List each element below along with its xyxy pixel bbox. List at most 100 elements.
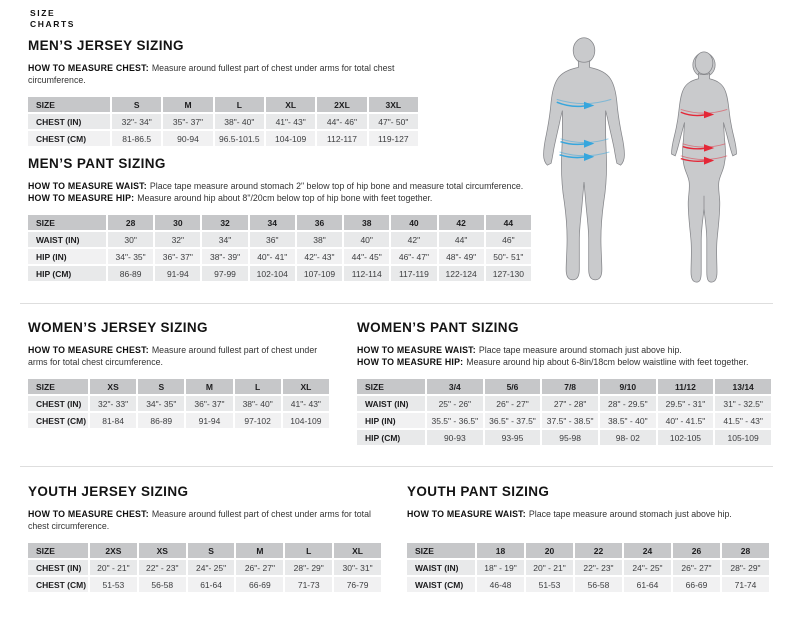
table-row: CHEST (CM) 81-84 86-89 91-94 97-102 104-109	[28, 413, 329, 428]
col-header-size: SIZE	[407, 543, 475, 558]
col-header: 38	[344, 215, 390, 230]
row-label: WAIST (IN)	[357, 396, 425, 411]
size-value-cell: 37.5" - 38.5"	[542, 413, 598, 428]
col-header: 2XS	[90, 543, 137, 558]
size-value-cell: 35"- 37"	[163, 114, 213, 129]
col-header: S	[187, 543, 235, 558]
howto-label: HOW TO MEASURE CHEST:	[28, 63, 149, 73]
size-value-cell: 41.5" - 43"	[715, 413, 771, 428]
size-value-cell: 46"	[485, 232, 531, 247]
size-value-cell: 51-53	[90, 577, 137, 592]
row-label: CHEST (IN)	[28, 114, 110, 129]
section-heading: YOUTH PANT SIZING	[407, 484, 550, 499]
page-title-line1: SIZE	[30, 8, 56, 18]
hip-measurement-arrow	[680, 155, 728, 165]
col-header: 28	[722, 543, 769, 558]
size-value-cell: 42"	[391, 232, 437, 247]
size-value-cell: 40"- 41"	[249, 249, 295, 264]
size-value-cell: 56-58	[138, 577, 186, 592]
size-value-cell: 38.5" - 40"	[599, 413, 656, 428]
table-row: HIP (CM) 86-89 91-94 97-99 102-104 107-109 112…	[28, 266, 531, 281]
howto-label: HOW TO MEASURE CHEST:	[28, 509, 149, 519]
col-header: L	[214, 97, 264, 112]
col-header: 40	[391, 215, 437, 230]
female-body-silhouette	[671, 51, 737, 283]
size-value-cell: 30"	[108, 232, 154, 247]
section-mens-pant: MEN’S PANT SIZING HOW TO MEASURE WAIST: P…	[28, 156, 535, 283]
col-header: M	[163, 97, 213, 112]
howto-text: Place tape measure around stomach just a…	[528, 509, 732, 519]
section-heading: MEN’S PANT SIZING	[28, 156, 166, 171]
col-header: XL	[282, 379, 329, 394]
row-label: WAIST (IN)	[28, 232, 106, 247]
size-value-cell: 22"- 23"	[575, 560, 622, 575]
table-row: WAIST (CM) 46-48 51-53 56-58 61-64 66-69 71-74	[407, 577, 769, 592]
size-value-cell: 104-109	[282, 413, 329, 428]
size-value-cell: 51-53	[526, 577, 573, 592]
size-value-cell: 30"- 31"	[334, 560, 381, 575]
size-value-cell: 122-124	[438, 266, 484, 281]
womens-jersey-size-table: SIZE XS S M L XL CHEST (IN) 32"- 33" 34"- 35" 36"…	[26, 377, 331, 430]
size-value-cell: 34"	[202, 232, 248, 247]
waist-measurement-arrow	[560, 138, 609, 148]
size-value-cell: 36"	[249, 232, 295, 247]
row-label: HIP (IN)	[357, 413, 425, 428]
section-mens-jersey: MEN’S JERSEY SIZING HOW TO MEASURE CHEST…	[28, 38, 422, 148]
size-value-cell: 112-114	[344, 266, 390, 281]
page-title-line2: CHARTS	[30, 18, 76, 29]
table-header-row: SIZE 3/4 5/6 7/8 9/10 11/12 13/14	[357, 379, 771, 394]
chest-measurement-arrow	[556, 98, 612, 110]
size-value-cell: 91-94	[155, 266, 201, 281]
howto-measure-hip: HOW TO MEASURE HIP: Measure around hip ab…	[357, 356, 775, 368]
youth-jersey-size-table: SIZE 2XS XS S M L XL CHEST (IN) 20" - 21" 22" - 2…	[26, 541, 383, 594]
size-value-cell: 46-48	[477, 577, 524, 592]
howto-measure-waist: HOW TO MEASURE WAIST: Place tape measure …	[357, 344, 775, 356]
size-value-cell: 93-95	[484, 430, 541, 445]
male-body-silhouette	[543, 37, 625, 281]
row-label: WAIST (IN)	[407, 560, 475, 575]
section-womens-pant: WOMEN’S PANT SIZING HOW TO MEASURE WAIST…	[357, 320, 775, 447]
howto-measure-hip: HOW TO MEASURE HIP: Measure around hip ab…	[28, 192, 535, 204]
col-header: 7/8	[542, 379, 598, 394]
size-value-cell: 35.5" - 36.5"	[427, 413, 483, 428]
howto-measure-waist: HOW TO MEASURE WAIST: Place tape measure …	[407, 508, 773, 520]
table-row: CHEST (IN) 32"- 34" 35"- 37" 38"- 40" 41"- 4…	[28, 114, 418, 129]
col-header: 28	[108, 215, 154, 230]
col-header-size: SIZE	[28, 543, 88, 558]
table-header-row: SIZE 18 20 22 24 26 28	[407, 543, 769, 558]
section-heading: YOUTH JERSEY SIZING	[28, 484, 189, 499]
size-value-cell: 38"- 40"	[214, 114, 264, 129]
col-header-size: SIZE	[28, 97, 110, 112]
size-value-cell: 46"- 47"	[391, 249, 437, 264]
size-value-cell: 32"- 34"	[112, 114, 162, 129]
col-header: 42	[438, 215, 484, 230]
size-value-cell: 40" - 41.5"	[657, 413, 714, 428]
size-value-cell: 32"	[155, 232, 201, 247]
size-value-cell: 86-89	[108, 266, 154, 281]
howto-label: HOW TO MEASURE HIP:	[28, 193, 135, 203]
size-value-cell: 104-109	[265, 131, 316, 146]
size-value-cell: 66-69	[673, 577, 720, 592]
col-header: 9/10	[599, 379, 656, 394]
size-value-cell: 20" - 21"	[90, 560, 137, 575]
size-value-cell: 34"- 35"	[138, 396, 185, 411]
col-header: 34	[249, 215, 295, 230]
table-header-row: SIZE 28 30 32 34 36 38 40 42 44	[28, 215, 531, 230]
howto-text: Measure around fullest part of chest und…	[28, 345, 318, 367]
size-value-cell: 91-94	[186, 413, 233, 428]
col-header-size: SIZE	[357, 379, 425, 394]
size-value-cell: 26"- 27"	[236, 560, 284, 575]
howto-label: HOW TO MEASURE WAIST:	[28, 181, 147, 191]
size-value-cell: 48"- 49"	[438, 249, 484, 264]
table-row: WAIST (IN) 30" 32" 34" 36" 38" 40" 42" 44" 46"	[28, 232, 531, 247]
col-header: M	[186, 379, 233, 394]
size-value-cell: 41"- 43"	[265, 114, 316, 129]
size-value-cell: 18" - 19"	[477, 560, 524, 575]
howto-block: HOW TO MEASURE CHEST: Measure around full…	[28, 344, 333, 368]
row-label: HIP (CM)	[28, 266, 106, 281]
table-header-row: SIZE S M L XL 2XL 3XL	[28, 97, 418, 112]
section-divider	[20, 466, 773, 467]
size-value-cell: 38"	[296, 232, 343, 247]
howto-text: Measure around hip about 8"/20cm below t…	[137, 193, 433, 203]
page-title: SIZE CHARTS	[30, 8, 75, 29]
